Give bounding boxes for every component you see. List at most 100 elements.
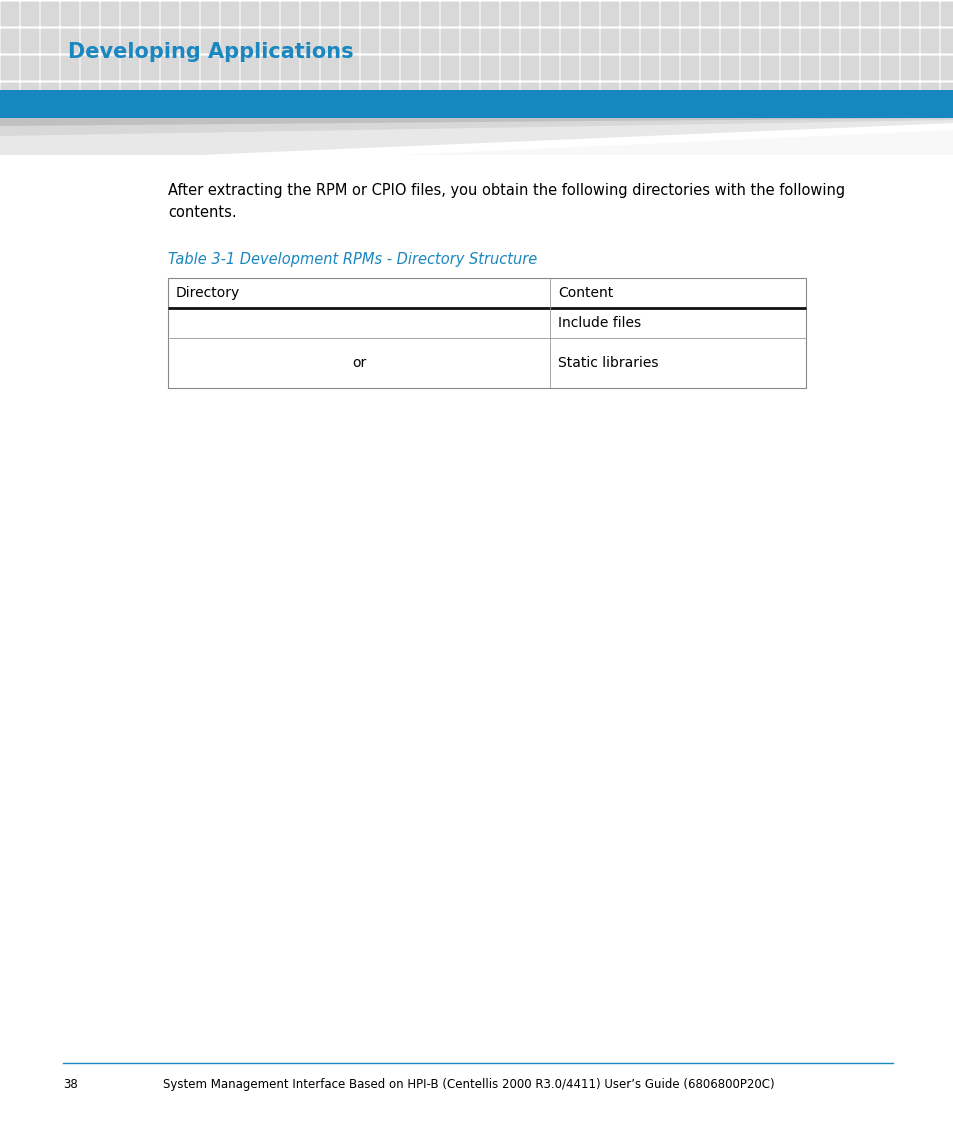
FancyBboxPatch shape [760,29,779,54]
FancyBboxPatch shape [140,110,159,134]
FancyBboxPatch shape [500,110,519,134]
FancyBboxPatch shape [40,82,59,108]
FancyBboxPatch shape [599,55,618,80]
FancyBboxPatch shape [440,1,459,26]
FancyBboxPatch shape [100,82,119,108]
FancyBboxPatch shape [800,55,819,80]
FancyBboxPatch shape [100,29,119,54]
FancyBboxPatch shape [320,1,339,26]
FancyBboxPatch shape [1,55,19,80]
FancyBboxPatch shape [40,55,59,80]
FancyBboxPatch shape [80,29,99,54]
FancyBboxPatch shape [180,29,199,54]
FancyBboxPatch shape [500,29,519,54]
FancyBboxPatch shape [100,55,119,80]
FancyBboxPatch shape [520,82,539,108]
FancyBboxPatch shape [900,82,919,108]
FancyBboxPatch shape [599,1,618,26]
FancyBboxPatch shape [60,110,79,134]
FancyBboxPatch shape [120,110,139,134]
FancyBboxPatch shape [220,55,239,80]
FancyBboxPatch shape [240,82,259,108]
FancyBboxPatch shape [659,1,679,26]
FancyBboxPatch shape [760,1,779,26]
FancyBboxPatch shape [659,29,679,54]
FancyBboxPatch shape [260,110,279,134]
FancyBboxPatch shape [840,82,859,108]
FancyBboxPatch shape [460,110,479,134]
FancyBboxPatch shape [780,1,799,26]
Bar [0,90,953,118]
FancyBboxPatch shape [460,55,479,80]
FancyBboxPatch shape [180,82,199,108]
FancyBboxPatch shape [800,82,819,108]
Text: System Management Interface Based on HPI-B (Centellis 2000 R3.0/4411) User’s Gui: System Management Interface Based on HPI… [163,1077,774,1091]
FancyBboxPatch shape [340,82,359,108]
FancyBboxPatch shape [200,29,219,54]
Text: or: or [352,356,366,370]
FancyBboxPatch shape [60,1,79,26]
FancyBboxPatch shape [460,1,479,26]
FancyBboxPatch shape [800,29,819,54]
FancyBboxPatch shape [599,29,618,54]
FancyBboxPatch shape [40,29,59,54]
FancyBboxPatch shape [160,110,179,134]
FancyBboxPatch shape [420,82,439,108]
FancyBboxPatch shape [420,110,439,134]
FancyBboxPatch shape [560,29,578,54]
FancyBboxPatch shape [840,110,859,134]
FancyBboxPatch shape [860,82,879,108]
FancyBboxPatch shape [380,1,399,26]
FancyBboxPatch shape [740,110,759,134]
FancyBboxPatch shape [420,55,439,80]
FancyBboxPatch shape [160,82,179,108]
FancyBboxPatch shape [280,1,299,26]
FancyBboxPatch shape [40,110,59,134]
FancyBboxPatch shape [20,55,39,80]
FancyBboxPatch shape [20,82,39,108]
FancyBboxPatch shape [120,1,139,26]
FancyBboxPatch shape [619,82,639,108]
FancyBboxPatch shape [780,110,799,134]
FancyBboxPatch shape [60,55,79,80]
Bar [168,278,805,388]
FancyBboxPatch shape [619,29,639,54]
FancyBboxPatch shape [760,110,779,134]
FancyBboxPatch shape [240,29,259,54]
FancyBboxPatch shape [720,55,739,80]
FancyBboxPatch shape [480,110,499,134]
FancyBboxPatch shape [679,29,699,54]
FancyBboxPatch shape [120,55,139,80]
FancyBboxPatch shape [560,82,578,108]
FancyBboxPatch shape [160,55,179,80]
FancyBboxPatch shape [860,55,879,80]
FancyBboxPatch shape [720,110,739,134]
FancyBboxPatch shape [280,110,299,134]
FancyBboxPatch shape [880,29,899,54]
Text: Include files: Include files [558,316,640,330]
FancyBboxPatch shape [659,55,679,80]
FancyBboxPatch shape [500,1,519,26]
FancyBboxPatch shape [1,29,19,54]
FancyBboxPatch shape [140,1,159,26]
FancyBboxPatch shape [920,1,939,26]
FancyBboxPatch shape [720,29,739,54]
FancyBboxPatch shape [880,55,899,80]
FancyBboxPatch shape [679,55,699,80]
FancyBboxPatch shape [659,82,679,108]
FancyBboxPatch shape [260,29,279,54]
FancyBboxPatch shape [900,110,919,134]
Text: Content: Content [558,286,613,300]
FancyBboxPatch shape [700,55,719,80]
FancyBboxPatch shape [639,1,659,26]
FancyBboxPatch shape [360,1,379,26]
FancyBboxPatch shape [180,110,199,134]
FancyBboxPatch shape [420,1,439,26]
FancyBboxPatch shape [900,55,919,80]
FancyBboxPatch shape [180,55,199,80]
FancyBboxPatch shape [300,110,319,134]
FancyBboxPatch shape [1,110,19,134]
FancyBboxPatch shape [840,1,859,26]
FancyBboxPatch shape [220,82,239,108]
Polygon shape [200,123,953,155]
